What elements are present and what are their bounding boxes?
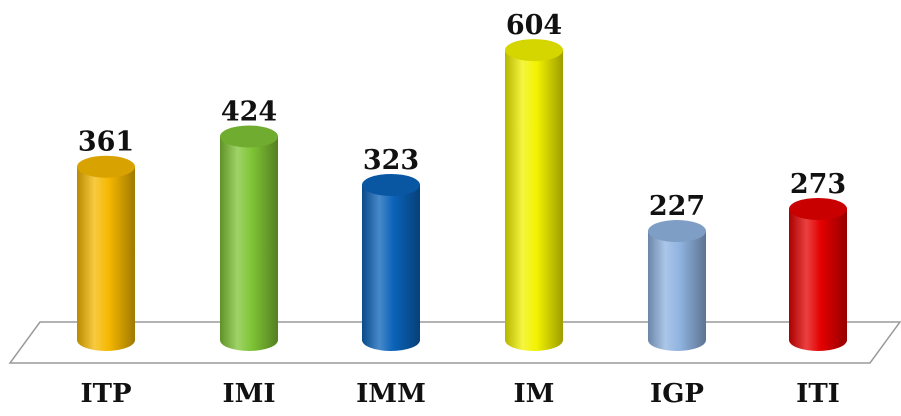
bar-top-imm	[362, 173, 420, 196]
bar-body-im	[505, 50, 563, 351]
data-label-im: 604	[506, 10, 562, 41]
category-label-imi: IMI	[222, 379, 275, 409]
bar-top-itp	[77, 155, 135, 178]
data-label-imi: 424	[221, 96, 277, 127]
category-label-imm: IMM	[356, 379, 426, 409]
bar-top-imi	[220, 125, 278, 148]
bar-igp	[648, 220, 706, 351]
bars-group	[77, 39, 847, 351]
data-label-igp: 227	[649, 191, 705, 222]
bar-im	[505, 39, 563, 351]
bar-body-imi	[220, 136, 278, 351]
bar-top-iti	[789, 197, 847, 220]
category-labels-group: ITP IMI IMM IM IGP ITI	[80, 379, 839, 409]
category-label-iti: ITI	[796, 379, 840, 409]
data-label-itp: 361	[78, 127, 134, 158]
bar-itp	[77, 155, 135, 351]
bar-body-itp	[77, 166, 135, 351]
category-label-igp: IGP	[650, 379, 704, 409]
bar-body-iti	[789, 208, 847, 351]
bar-top-im	[505, 39, 563, 62]
data-labels-group: 361 424 323 604 227 273	[78, 10, 846, 222]
bar-top-igp	[648, 220, 706, 243]
bar-imm	[362, 173, 420, 351]
bar-iti	[789, 197, 847, 351]
data-label-iti: 273	[790, 169, 846, 200]
category-label-im: IM	[514, 379, 555, 409]
bar-imi	[220, 125, 278, 351]
category-label-itp: ITP	[80, 379, 131, 409]
data-label-imm: 323	[363, 145, 419, 176]
chart-floor	[8, 321, 901, 364]
bar-body-imm	[362, 184, 420, 351]
bar-body-igp	[648, 231, 706, 351]
